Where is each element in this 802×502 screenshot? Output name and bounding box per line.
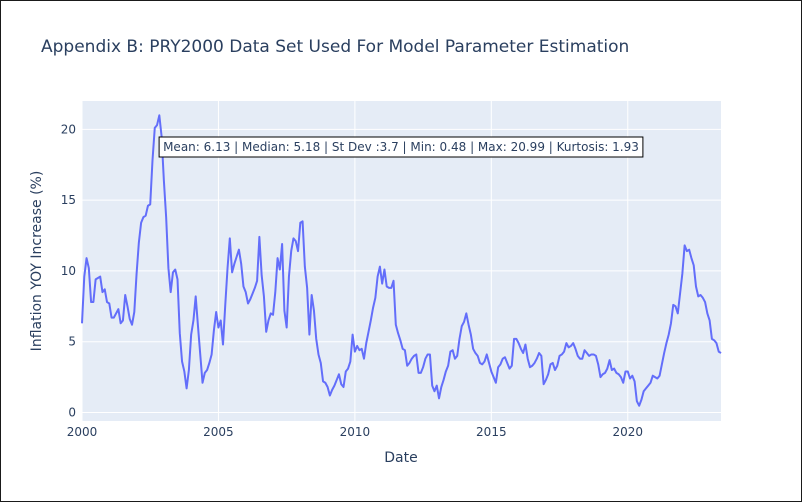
x-tick-label: 2020 xyxy=(612,425,643,439)
y-tick-label: 5 xyxy=(68,335,76,349)
y-tick-label: 10 xyxy=(61,264,76,278)
stats-annotation-text: Mean: 6.13 | Median: 5.18 | St Dev :3.7 … xyxy=(163,140,639,154)
x-axis-title: Date xyxy=(384,450,417,466)
stats-annotation: Mean: 6.13 | Median: 5.18 | St Dev :3.7 … xyxy=(158,136,644,158)
chart-title: Appendix B: PRY2000 Data Set Used For Mo… xyxy=(41,37,629,57)
x-tick-label: 2015 xyxy=(476,425,507,439)
y-tick-label: 20 xyxy=(61,122,76,136)
inflation-series-line xyxy=(81,114,722,407)
series-layer xyxy=(81,114,722,407)
x-tick-label: 2000 xyxy=(67,425,98,439)
y-tick-label: 0 xyxy=(68,406,76,420)
y-tick-labels: 0 5 10 15 20 xyxy=(61,122,76,419)
x-tick-label: 2010 xyxy=(340,425,371,439)
y-tick-label: 15 xyxy=(61,193,76,207)
x-tick-label: 2005 xyxy=(203,425,234,439)
stats-annotation-box xyxy=(158,136,644,158)
x-tick-labels: 2000 2005 2010 2015 2020 xyxy=(67,425,643,439)
y-axis-title: Inflation YOY Increase (%) xyxy=(29,171,45,352)
